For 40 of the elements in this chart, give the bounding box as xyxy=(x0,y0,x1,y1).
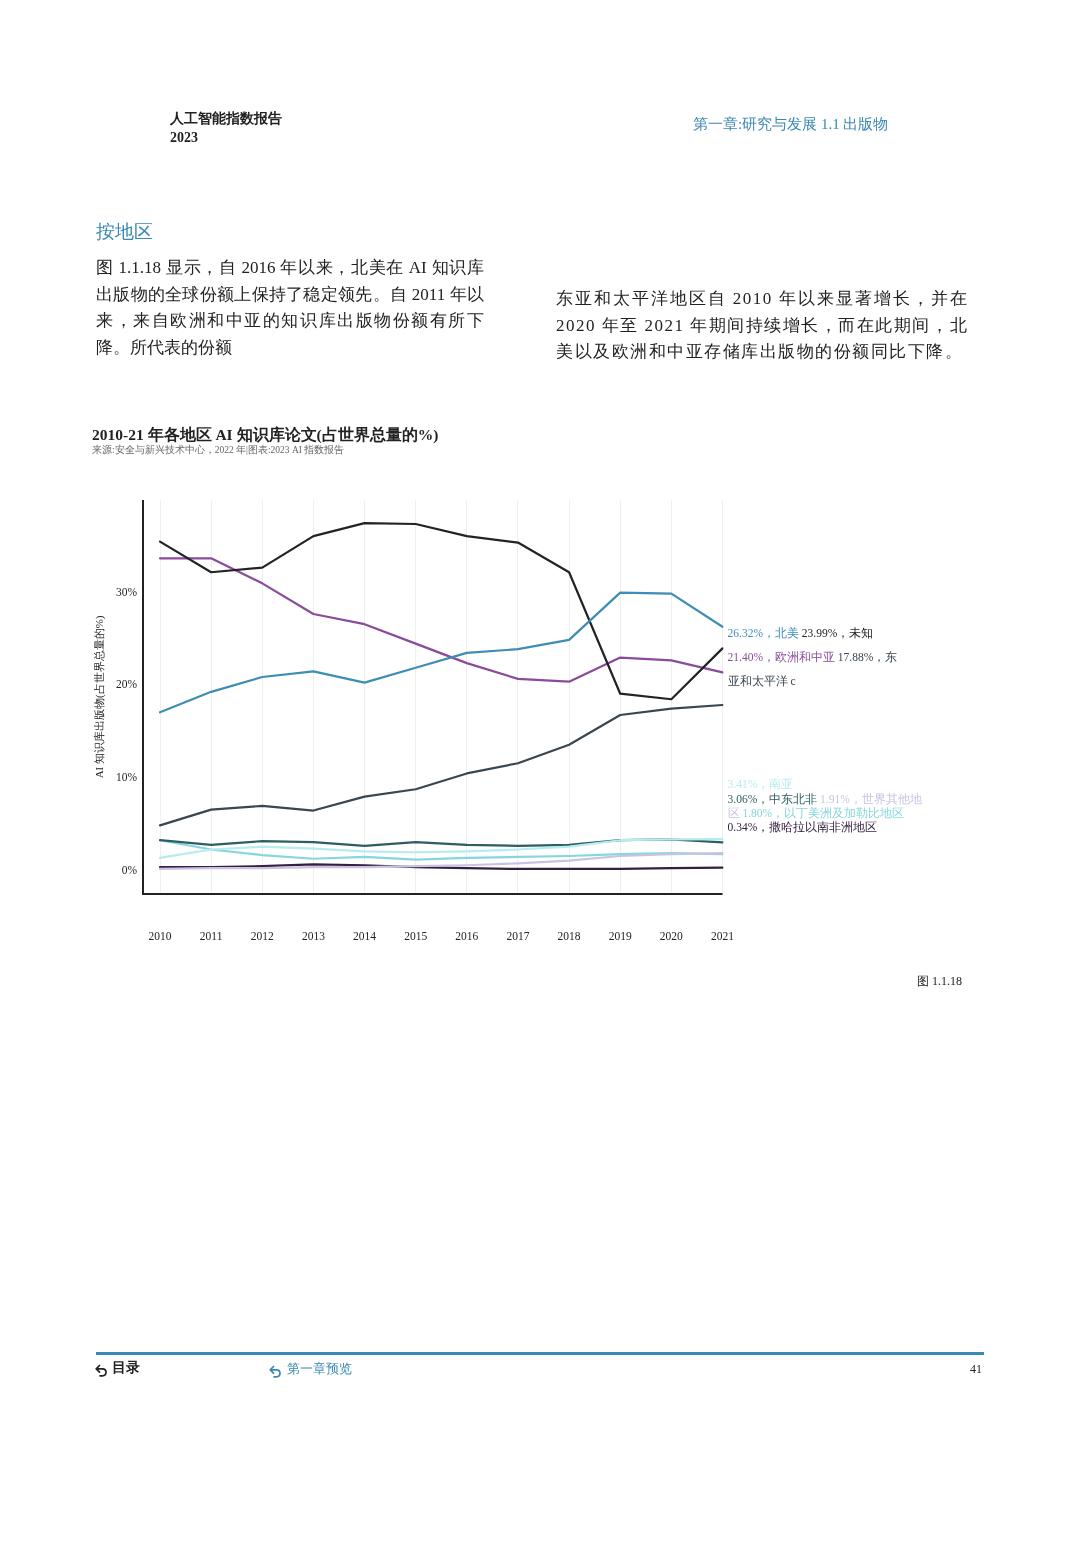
text: 17.88%，东 xyxy=(837,650,898,663)
y-tick-label: 30% xyxy=(115,585,138,598)
chart-subtitle: 来源:安全与新兴技术中心，2022 年|图表:2023 AI 指数报告 xyxy=(92,445,345,457)
text: 1.80%，以丁美洲及加勒比地区 xyxy=(742,807,905,819)
x-tick-label: 2019 xyxy=(608,929,632,942)
x-tick-label: 2015 xyxy=(404,929,428,942)
text: 21.40%，欧洲和中亚 xyxy=(727,650,835,663)
caption: 图 1.1.18 xyxy=(917,974,962,989)
text: 按地区 xyxy=(96,221,153,244)
y-axis-title: AI 知识库出版物(占世界总量的%) xyxy=(93,615,107,779)
text: 区 xyxy=(727,807,740,819)
caption: 图 1.1.18 显示，自 2016 年以来，北美在 AI 知识库出版物的全球份额上保持了稳定领先。自 2011 年以来，来自欧洲和中亚的知识库出版物份额有所下降。所代表的份额 xyxy=(96,257,484,360)
text: 0.34%，撒哈拉以南非洲地区 xyxy=(727,821,878,834)
text: 第一章预览 xyxy=(287,1361,352,1377)
text: 26.32%，北美 xyxy=(727,626,799,639)
x-tick-label: 2021 xyxy=(711,929,735,942)
x-tick-label: 2012 xyxy=(250,929,275,942)
text: 41 xyxy=(970,1362,982,1377)
text: 亚和太平洋 c xyxy=(727,674,796,687)
x-tick-label: 2011 xyxy=(199,929,223,942)
y-tick-label: 10% xyxy=(115,771,138,784)
x-tick-label: 2020 xyxy=(659,929,684,942)
x-tick-label: 2010 xyxy=(148,929,172,942)
x-tick-label: 2017 xyxy=(506,929,530,942)
x-tick-label: 2016 xyxy=(455,929,479,942)
text: 2023 xyxy=(170,130,198,147)
x-tick-label: 2018 xyxy=(557,929,581,942)
chart-title: 2010-21 年各地区 AI 知识库论文(占世界总量的%) xyxy=(92,426,439,444)
text: 人工智能指数报告 xyxy=(170,111,282,128)
x-tick-label: 2014 xyxy=(353,929,377,942)
x-tick-label: 2013 xyxy=(301,929,326,942)
text: 3.41%，南亚 xyxy=(727,778,794,791)
y-tick-label: 0% xyxy=(121,863,138,876)
text: 1.91%，世界其他地 xyxy=(820,792,922,805)
text: 东亚和太平洋地区自 2010 年以来显著增长，并在 2020 年至 2021 年期间持续增长，而在此期间，北美以及欧洲和中亚存储库出版物的份额同比下降。 xyxy=(556,288,968,364)
text: 3.06%，中东北非 xyxy=(727,792,818,805)
y-tick-label: 20% xyxy=(115,678,138,691)
text: 目录 xyxy=(112,1360,140,1377)
text: 第一章:研究与发展 1.1 出版物 xyxy=(693,115,889,133)
text: 23.99%，未知 xyxy=(801,626,874,639)
